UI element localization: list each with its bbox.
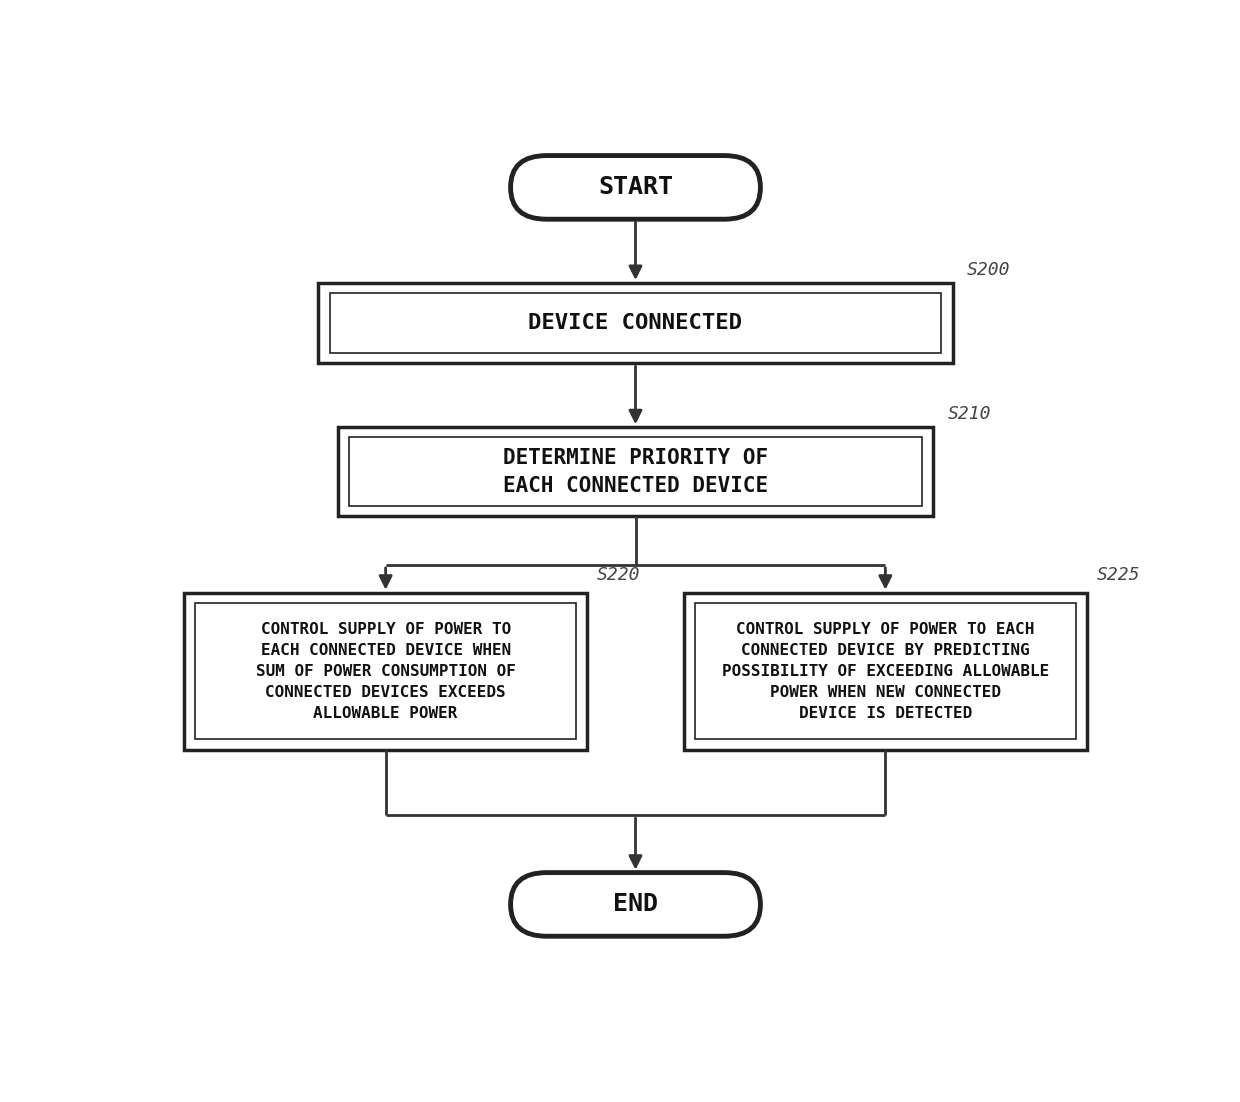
Bar (696, 603, 1075, 739)
Text: CONTROL SUPPLY OF POWER TO
EACH CONNECTED DEVICE WHEN
SUM OF POWER CONSUMPTION O: CONTROL SUPPLY OF POWER TO EACH CONNECTE… (255, 622, 516, 721)
FancyBboxPatch shape (511, 155, 760, 219)
Bar (319, 283, 952, 364)
Bar (683, 593, 1087, 749)
Bar (350, 437, 921, 506)
Bar (196, 603, 575, 739)
Text: S220: S220 (596, 566, 641, 584)
Text: START: START (598, 175, 673, 199)
Text: END: END (613, 893, 658, 917)
Bar (184, 593, 588, 749)
Text: DEVICE CONNECTED: DEVICE CONNECTED (528, 313, 743, 333)
Text: DETERMINE PRIORITY OF
EACH CONNECTED DEVICE: DETERMINE PRIORITY OF EACH CONNECTED DEV… (503, 447, 768, 496)
Text: CONTROL SUPPLY OF POWER TO EACH
CONNECTED DEVICE BY PREDICTING
POSSIBILITY OF EX: CONTROL SUPPLY OF POWER TO EACH CONNECTE… (722, 622, 1049, 721)
Bar (330, 293, 941, 354)
Text: S200: S200 (967, 260, 1011, 279)
Text: S210: S210 (947, 404, 991, 423)
Bar (337, 428, 934, 516)
Text: S225: S225 (1096, 566, 1141, 584)
FancyBboxPatch shape (511, 873, 760, 937)
